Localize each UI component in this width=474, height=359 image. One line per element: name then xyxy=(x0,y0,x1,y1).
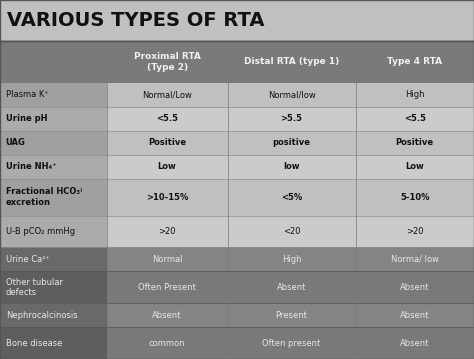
Bar xyxy=(0,247,107,271)
Text: U-B pCO₂ mmHg: U-B pCO₂ mmHg xyxy=(6,227,75,236)
Bar xyxy=(0,0,474,41)
Text: Normal/low: Normal/low xyxy=(268,90,315,99)
Bar xyxy=(356,271,474,303)
Bar xyxy=(356,178,474,216)
Text: Low: Low xyxy=(158,162,176,171)
Text: Often Present: Often Present xyxy=(138,283,196,292)
Bar xyxy=(228,155,356,178)
Text: UAG: UAG xyxy=(6,138,26,147)
Bar xyxy=(356,155,474,178)
Bar xyxy=(356,83,474,107)
Bar xyxy=(107,83,228,107)
Text: >20: >20 xyxy=(406,227,423,236)
Text: >10-15%: >10-15% xyxy=(146,193,188,202)
Bar xyxy=(0,41,474,83)
Bar xyxy=(107,303,228,327)
Bar xyxy=(228,271,356,303)
Text: <20: <20 xyxy=(283,227,300,236)
Bar xyxy=(107,247,228,271)
Text: Nephrocalcinosis: Nephrocalcinosis xyxy=(6,311,77,320)
Text: <5.5: <5.5 xyxy=(404,114,426,123)
Text: High: High xyxy=(405,90,425,99)
Text: 5-10%: 5-10% xyxy=(400,193,429,202)
Text: Urine NH₄⁺: Urine NH₄⁺ xyxy=(6,162,56,171)
Bar xyxy=(228,247,356,271)
Bar xyxy=(0,216,107,247)
Bar xyxy=(0,131,107,155)
Bar xyxy=(107,131,228,155)
Bar xyxy=(356,303,474,327)
Text: Proximal RTA
(Type 2): Proximal RTA (Type 2) xyxy=(134,52,201,72)
Bar xyxy=(228,327,356,359)
Text: low: low xyxy=(283,162,300,171)
Text: Other tubular
defects: Other tubular defects xyxy=(6,278,63,297)
Bar xyxy=(107,155,228,178)
Bar xyxy=(356,107,474,131)
Text: positive: positive xyxy=(273,138,310,147)
Bar xyxy=(228,107,356,131)
Text: Distal RTA (type 1): Distal RTA (type 1) xyxy=(244,57,339,66)
Bar xyxy=(0,41,474,359)
Text: Urine pH: Urine pH xyxy=(6,114,47,123)
Text: Normal/Low: Normal/Low xyxy=(142,90,192,99)
Bar xyxy=(228,83,356,107)
Text: Positive: Positive xyxy=(396,138,434,147)
Bar xyxy=(228,216,356,247)
Bar xyxy=(0,271,107,303)
Bar xyxy=(0,303,107,327)
Text: Low: Low xyxy=(405,162,424,171)
Text: Normal: Normal xyxy=(152,255,182,264)
Text: Absent: Absent xyxy=(400,339,429,348)
Text: Present: Present xyxy=(275,311,308,320)
Text: >20: >20 xyxy=(158,227,176,236)
Text: >5.5: >5.5 xyxy=(281,114,302,123)
Bar xyxy=(356,131,474,155)
Bar xyxy=(107,107,228,131)
Bar xyxy=(356,247,474,271)
Text: Absent: Absent xyxy=(400,311,429,320)
Text: Absent: Absent xyxy=(277,283,306,292)
Text: Plasma K⁺: Plasma K⁺ xyxy=(6,90,48,99)
Bar xyxy=(228,178,356,216)
Text: <5%: <5% xyxy=(281,193,302,202)
Text: Norma/ low: Norma/ low xyxy=(391,255,439,264)
Bar xyxy=(0,178,107,216)
Text: Fractional HCO₃⁾
excretion: Fractional HCO₃⁾ excretion xyxy=(6,187,82,207)
Text: <5.5: <5.5 xyxy=(156,114,178,123)
Bar xyxy=(0,327,107,359)
Bar xyxy=(107,178,228,216)
Text: Urine Ca²⁺: Urine Ca²⁺ xyxy=(6,255,50,264)
Bar xyxy=(0,0,474,41)
Bar xyxy=(356,327,474,359)
Text: Positive: Positive xyxy=(148,138,186,147)
Bar xyxy=(356,216,474,247)
Text: VARIOUS TYPES OF RTA: VARIOUS TYPES OF RTA xyxy=(7,11,264,30)
Text: High: High xyxy=(282,255,301,264)
Bar xyxy=(0,155,107,178)
Bar xyxy=(107,216,228,247)
Text: Absent: Absent xyxy=(153,311,182,320)
Text: common: common xyxy=(149,339,185,348)
Bar xyxy=(107,271,228,303)
Text: Absent: Absent xyxy=(400,283,429,292)
Bar xyxy=(0,107,107,131)
Text: Often present: Often present xyxy=(263,339,320,348)
Bar xyxy=(107,327,228,359)
Bar xyxy=(228,303,356,327)
Bar xyxy=(0,83,107,107)
Bar xyxy=(228,131,356,155)
Text: Type 4 RTA: Type 4 RTA xyxy=(387,57,442,66)
Text: Bone disease: Bone disease xyxy=(6,339,62,348)
